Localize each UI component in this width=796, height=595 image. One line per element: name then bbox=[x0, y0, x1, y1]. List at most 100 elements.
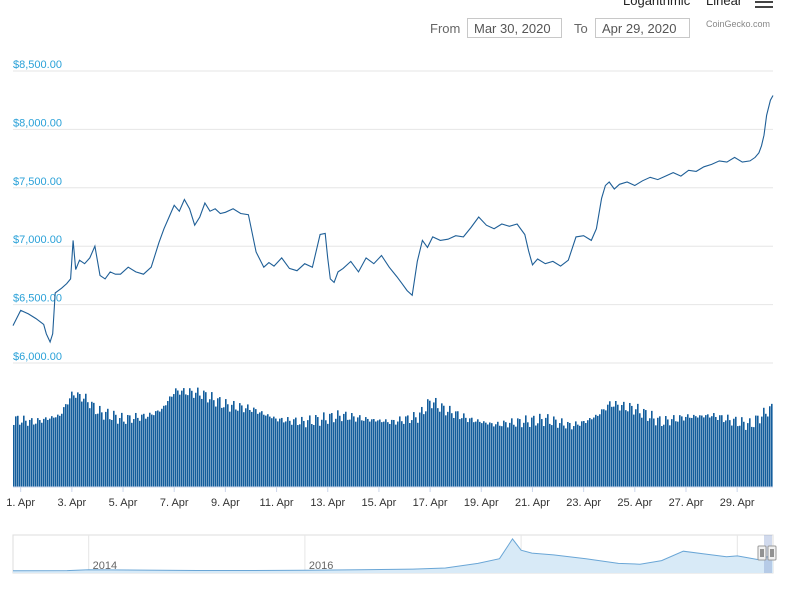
volume-bar bbox=[59, 415, 61, 487]
volume-bar bbox=[579, 425, 581, 487]
volume-bar bbox=[177, 390, 179, 487]
volume-bar bbox=[127, 414, 129, 487]
volume-bar bbox=[235, 409, 237, 487]
volume-bar bbox=[589, 418, 591, 487]
volume-bar bbox=[309, 415, 311, 487]
volume-bar bbox=[599, 414, 601, 487]
volume-bar bbox=[407, 415, 409, 487]
navigator-year-label: 2016 bbox=[309, 560, 333, 572]
volume-bar bbox=[133, 419, 135, 487]
volume-bar bbox=[77, 392, 79, 487]
volume-bar bbox=[355, 421, 357, 487]
navigator-handle[interactable] bbox=[767, 545, 777, 561]
volume-bar bbox=[687, 414, 689, 487]
from-date-input[interactable]: Mar 30, 2020 bbox=[467, 18, 562, 38]
volume-bar bbox=[57, 414, 59, 487]
volume-bar bbox=[41, 422, 43, 487]
volume-bar bbox=[87, 402, 89, 487]
volume-bar bbox=[659, 416, 661, 487]
credit-link[interactable]: CoinGecko.com bbox=[706, 19, 771, 29]
volume-bar bbox=[633, 414, 635, 487]
volume-bar bbox=[485, 422, 487, 487]
volume-bar bbox=[405, 416, 407, 487]
volume-bar bbox=[75, 397, 77, 487]
volume-bar bbox=[53, 417, 55, 487]
volume-bar bbox=[731, 425, 733, 487]
volume-bar bbox=[585, 423, 587, 487]
navigator-handle[interactable] bbox=[757, 545, 767, 561]
volume-bar bbox=[491, 423, 493, 487]
volume-bar bbox=[501, 426, 503, 487]
volume-bar bbox=[435, 397, 437, 487]
volume-bar bbox=[79, 394, 81, 487]
logarithmic-button[interactable]: Logarithmic bbox=[623, 0, 691, 8]
volume-bar bbox=[641, 417, 643, 487]
volume-bar bbox=[43, 418, 45, 487]
volume-bar bbox=[81, 401, 83, 487]
volume-bar bbox=[703, 417, 705, 487]
volume-bar bbox=[263, 414, 265, 487]
linear-button[interactable]: Linear bbox=[706, 0, 743, 8]
volume-bar bbox=[567, 421, 569, 487]
volume-bar bbox=[597, 415, 599, 487]
volume-bar bbox=[421, 406, 423, 487]
volume-bar bbox=[529, 426, 531, 487]
navigator[interactable]: 2014201620182020 bbox=[12, 534, 777, 574]
volume-bar bbox=[463, 413, 465, 487]
volume-bar bbox=[569, 422, 571, 487]
hamburger-menu-icon[interactable] bbox=[755, 0, 773, 8]
volume-bar bbox=[175, 388, 177, 487]
volume-bar bbox=[267, 414, 269, 487]
volume-bar bbox=[571, 429, 573, 487]
volume-bar bbox=[223, 407, 225, 487]
volume-bar bbox=[279, 418, 281, 487]
volume-bar bbox=[545, 417, 547, 487]
volume-bar bbox=[723, 422, 725, 487]
volume-bar bbox=[653, 418, 655, 487]
volume-bar bbox=[31, 418, 33, 487]
volume-bar bbox=[613, 406, 615, 487]
volume-bar bbox=[719, 415, 721, 487]
volume-bar bbox=[507, 427, 509, 487]
volume-bar bbox=[23, 415, 25, 487]
volume-bar bbox=[769, 406, 771, 487]
volume-bar bbox=[385, 419, 387, 487]
volume-bar bbox=[277, 421, 279, 487]
volume-bar bbox=[373, 419, 375, 487]
volume-bar bbox=[317, 417, 319, 487]
volume-bar bbox=[715, 416, 717, 487]
volume-bar bbox=[269, 416, 271, 487]
volume-bar bbox=[365, 417, 367, 487]
volume-bar bbox=[431, 408, 433, 487]
volume-bar bbox=[229, 411, 231, 487]
volume-bar bbox=[167, 401, 169, 487]
volume-bar bbox=[35, 423, 37, 487]
volume-bar bbox=[605, 410, 607, 487]
volume-bar bbox=[105, 411, 107, 487]
volume-bar bbox=[21, 422, 23, 487]
volume-bar bbox=[85, 393, 87, 487]
x-tick-label: 21. Apr bbox=[515, 497, 550, 509]
volume-bar bbox=[61, 413, 63, 487]
volume-bar bbox=[231, 404, 233, 487]
volume-bar bbox=[459, 419, 461, 487]
x-tick-label: 5. Apr bbox=[109, 497, 138, 509]
volume-bar bbox=[135, 412, 137, 487]
to-date-input[interactable]: Apr 29, 2020 bbox=[595, 18, 690, 38]
volume-bar bbox=[439, 411, 441, 487]
volume-bar bbox=[763, 407, 765, 487]
volume-bar bbox=[209, 399, 211, 487]
volume-bar bbox=[321, 419, 323, 487]
volume-bar bbox=[557, 427, 559, 487]
x-tick-label: 9. Apr bbox=[211, 497, 240, 509]
volume-bar bbox=[759, 423, 761, 487]
volume-bar bbox=[403, 423, 405, 487]
volume-bar bbox=[513, 424, 515, 487]
volume-bar bbox=[93, 402, 95, 487]
volume-bar bbox=[387, 422, 389, 487]
volume-bar bbox=[113, 410, 115, 487]
volume-bar bbox=[647, 420, 649, 487]
volume-bar bbox=[301, 416, 303, 487]
volume-bar bbox=[671, 419, 673, 487]
